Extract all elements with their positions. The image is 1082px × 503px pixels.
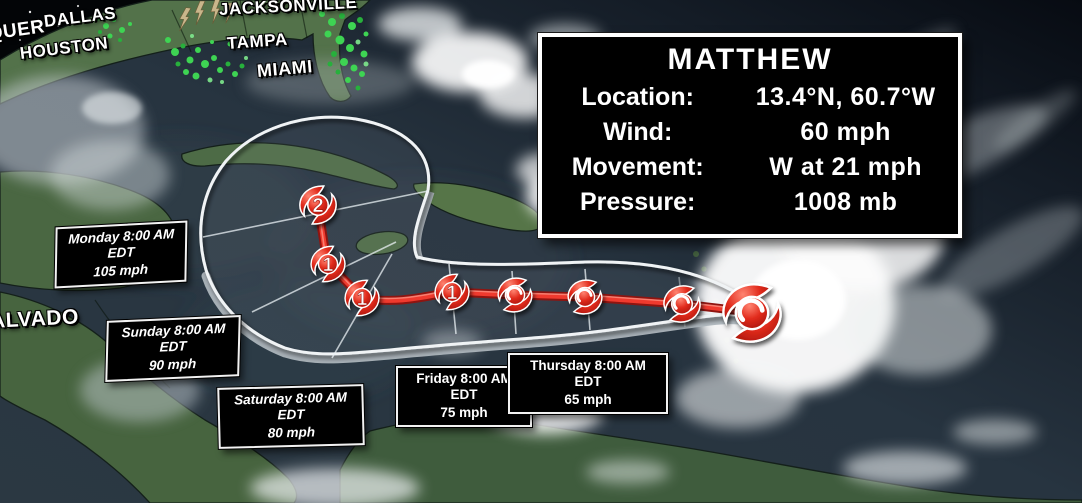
track-points: 2 1 1 1	[296, 183, 788, 349]
info-row-pressure: Pressure: 1008 mb	[542, 188, 958, 217]
info-label: Pressure:	[580, 188, 696, 216]
forecast-label-thursday: Thursday 8:00 AM EDT 65 mph	[508, 353, 668, 414]
forecast-label-sunday: Sunday 8:00 AM EDT 90 mph	[105, 315, 241, 382]
info-value: W at 21 mph	[769, 153, 923, 181]
land-us	[0, 0, 371, 105]
city-label-salvador-partial: ALVADO	[0, 305, 80, 333]
forecast-wind: 80 mph	[267, 424, 316, 441]
storm-info-panel: MATTHEW Location: 13.4°N, 60.7°W Wind: 6…	[538, 33, 962, 238]
forecast-time: Saturday 8:00 AM EDT	[233, 389, 348, 423]
category-number: 1	[447, 283, 458, 304]
info-label: Wind:	[603, 118, 673, 146]
track-point-ts-icon	[564, 275, 606, 319]
track-point-cat1-icon: 1	[342, 277, 382, 319]
forecast-wind: 90 mph	[148, 355, 197, 374]
forecast-label-saturday: Saturday 8:00 AM EDT 80 mph	[217, 384, 365, 449]
forecast-time: Friday 8:00 AM EDT	[416, 371, 512, 402]
forecast-time: Sunday 8:00 AM EDT	[121, 320, 226, 355]
forecast-wind: 105 mph	[93, 261, 149, 280]
track-point-cat2-icon: 2	[296, 183, 340, 227]
radar-echoes	[95, 11, 369, 91]
info-value: 13.4°N, 60.7°W	[755, 83, 936, 111]
city-label-tampa: TAMPA	[226, 29, 289, 53]
category-number: 1	[323, 255, 334, 276]
lightning-icons	[179, 0, 234, 32]
land-jamaica	[355, 230, 409, 256]
forecast-wind: 65 mph	[564, 392, 612, 407]
info-row-movement: Movement: W at 21 mph	[542, 153, 958, 182]
land-south-america	[339, 417, 1082, 503]
storm-name: MATTHEW	[667, 43, 833, 76]
category-number: 1	[357, 289, 368, 310]
land-cuba	[181, 142, 399, 190]
forecast-time: Monday 8:00 AM EDT	[68, 226, 175, 261]
current-position-icon	[716, 277, 788, 349]
info-label: Movement:	[571, 153, 704, 181]
info-row-wind: Wind: 60 mph	[542, 118, 958, 147]
info-value: 60 mph	[800, 118, 891, 146]
forecast-cone	[199, 115, 761, 364]
category-number: 2	[312, 195, 323, 217]
track-point-ts-icon	[659, 281, 705, 327]
track-point-cat1-icon: 1	[308, 243, 348, 285]
forecast-label-monday: Monday 8:00 AM EDT 105 mph	[54, 220, 188, 289]
forecast-time: Thursday 8:00 AM EDT	[530, 358, 646, 389]
info-value: 1008 mb	[793, 188, 898, 216]
track-point-ts-icon	[494, 273, 536, 317]
info-label: Location:	[581, 83, 694, 111]
info-row-location: Location: 13.4°N, 60.7°W	[542, 83, 958, 112]
forecast-wind: 75 mph	[440, 405, 488, 420]
track-point-cat1-icon: 1	[432, 271, 472, 313]
